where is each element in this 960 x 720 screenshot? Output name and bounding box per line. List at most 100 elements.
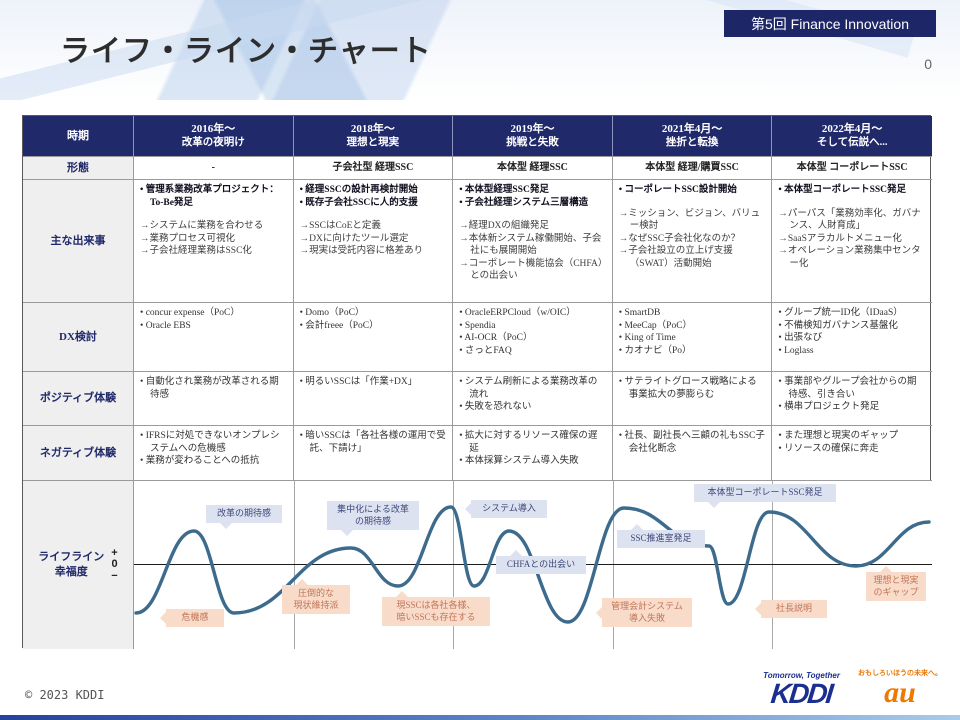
dx-item: グループ統一ID化（IDaaS） [778,307,926,320]
axis-zero-label: 0 [111,558,118,571]
dx-item: 出張なび [778,332,926,345]
event-arrow: →パーパス「業務効率化、ガバナンス、人財育成」 [778,208,921,232]
kddi-logo: KDDI [769,678,834,709]
slide-header: ライフ・ライン・チャート 第5回 Finance Innovation 0 [0,0,960,100]
event-bullet: 子会社経理システム三層構造 [459,197,606,210]
event-bullet-list: 本体型経理SSC発足子会社経理システム三層構造 [459,184,606,209]
lifeline-callout-negative: 管理会計システム 導入失敗 [596,598,692,628]
event-bullet: 既存子会社SSCに人的支援 [300,197,447,210]
event-arrow-list: →経理DXの組織発足 →本体新システム稼働開始、子会社にも展開開始 →コーポレート機… [459,220,606,283]
negative-item: 業務が変わることへの抵抗 [140,455,287,468]
positive-cell-2018: 明るいSSCは「作業+DX」 [293,372,454,426]
event-arrow-list: →システムに業務を合わせる →業務プロセス可視化 →子会社経理業務はSSC化 [140,220,287,258]
y-axis-marks: + 0 − [111,546,118,583]
lifeline-callout-positive: SSC推進室発足 [617,524,705,548]
kddi-tagline: Tomorrow, Together [763,671,840,680]
lifeline-callout-negative: 社長説明 [755,600,827,618]
lifeline-callout-negative: 現SSCは各社各様、 暗いSSCも存在する [382,590,490,627]
page-number: 0 [924,56,932,72]
copyright-text: © 2023 KDDI [25,688,105,702]
row-label-dx: DX検討 [23,303,134,372]
event-bullet: 管理系業務改革プロジェクト：To-Be発足 [140,184,287,209]
events-cell-2022: 本体型コーポレートSSC発足 →パーパス「業務効率化、ガバナンス、人財育成」→S… [772,180,932,303]
series-badge: 第5回 Finance Innovation [724,10,936,37]
lifeline-callout-positive: 集中化による改革 の期待感 [327,501,419,537]
keitai-cell-2019: 本体型 経理SSC [453,157,613,180]
negative-cell-2018: 暗いSSCは「各社各様の運用で受託、下請け」 [293,426,454,481]
negative-cell-2016: IFRSに対処できないオンプレシステムへの危機感業務が変わることへの抵抗 [134,426,294,481]
kddi-logo-block: Tomorrow, Together KDDI [763,671,840,709]
chart-gridline [453,481,455,649]
event-arrow: →子会社設立の立上げ支援（SWAT）活動開始 [618,246,733,269]
lifeline-chart-area: 改革の期待感 集中化による改革 の期待感 システム導入 CHFAとの出会い SSC推進室… [134,481,932,649]
row-label-keitai: 形態 [23,157,134,180]
positive-item: 明るいSSCは「作業+DX」 [300,376,447,389]
row-label-events: 主な出来事 [23,180,134,303]
dx-item: さっとFAQ [459,345,606,358]
event-bullet: 本体型経理SSC発足 [459,184,606,197]
positive-cell-2022: 事業部やグループ会社からの期待感、引き合い横串プロジェクト発足 [772,372,932,426]
negative-item: 暗いSSCは「各社各様の運用で受託、下請け」 [300,430,447,455]
negative-item: 本体採算システム導入失敗 [459,455,606,468]
events-cell-2018: 経理SSCの設計再検討開始既存子会社SSCに人的支援 →SSCはCoEと定義→D… [293,180,454,303]
positive-cell-2021: サテライトグロース戦略による事業拡大の夢膨らむ [612,372,773,426]
era-label: 2018年～ [350,122,395,135]
lifeline-callout-positive: 改革の期待感 [206,505,282,529]
negative-cell-2019: 拡大に対するリソース確保の遅延本体採算システム導入失敗 [453,426,613,481]
negative-cell-2021: 社長、副社長へ三顧の礼もSSC子会社化断念 [612,426,773,481]
era-label: 2021年4月～ [661,122,723,135]
dx-item: MeeCap（PoC） [619,320,766,333]
event-arrow: →DXに向けたツール選定 [299,233,409,244]
axis-plus-label: + [111,546,118,559]
positive-item: サテライトグロース戦略による事業拡大の夢膨らむ [619,376,766,401]
lifeline-label-line2: 幸福度 [54,566,88,578]
dx-cell-2022: グループ統一ID化（IDaaS）不備検知ガバナンス基盤化出張なびLoglass [772,303,932,372]
event-bullet-list: 管理系業務改革プロジェクト：To-Be発足 [140,184,287,209]
lifeline-curve-svg [134,505,931,624]
dx-item: Domo（PoC） [300,307,447,320]
corner-header-period: 時期 [23,116,134,157]
dx-item: カオナビ（Po） [619,345,766,358]
positive-item: システム刷新による業務改革の流れ [459,376,606,401]
event-arrow-list: →ミッション、ビジョン、バリュー検討 →なぜSSC子会社化なのか？ →子会社設立の立… [619,208,766,271]
lifeline-callout-positive: システム導入 [465,500,547,518]
event-bullet-list: 経理SSCの設計再検討開始既存子会社SSCに人的支援 [300,184,447,209]
event-arrow: →本体新システム稼働開始、子会社にも展開開始 [459,233,602,257]
dx-cell-2019: OracleERPCloud（w/OIC）SpendiaAI-OCR（PoC）さ… [453,303,613,372]
event-arrow: →業務プロセス可視化 [140,233,236,244]
negative-item: 拡大に対するリソース確保の遅延 [459,430,606,455]
event-arrow: →システムに業務を合わせる [140,221,264,232]
period-header-2019: 2019年～ 挑戦と失敗 [453,116,613,157]
event-arrow: →現実は受託内容に格差あり [299,246,424,257]
chart-gridline [293,481,295,649]
lifeline-label: ライフライン 幸福度 [38,550,104,580]
dx-item: Loglass [778,345,926,358]
lifeline-callout-positive: 本体型コーポレートSSC発足 [694,484,836,508]
positive-item: 事業部やグループ会社からの期待感、引き合い [778,376,926,401]
positive-cell-2019: システム刷新による業務改革の流れ失敗を恐れない [453,372,613,426]
dx-cell-2016: concur expense（PoC）Oracle EBS [134,303,294,372]
au-logo: au [884,676,916,709]
event-bullet: コーポレートSSC設計開始 [619,184,766,197]
period-header-2022: 2022年4月～ そして伝説へ... [772,116,932,157]
event-arrow-list: →SSCはCoEと定義 →DXに向けたツール選定 →現実は受託内容に格差あり [300,220,447,258]
keitai-cell-2021: 本体型 経理/購買SSC [612,157,773,180]
event-arrow: →SSCはCoEと定義 [299,221,381,232]
negative-item: また理想と現実のギャップ [778,430,926,443]
event-bullet: 経理SSCの設計再検討開始 [300,184,447,197]
event-arrow: →SaaSアラカルトメニュー化 [778,233,902,244]
positive-item: 横串プロジェクト発足 [778,401,926,414]
positive-item: 失敗を恐れない [459,401,606,414]
timeline-table: 時期 2016年～ 改革の夜明け 2018年～ 理想と現実 2019年～ 挑戦と… [22,115,932,649]
era-subtitle: 挫折と転換 [665,137,719,149]
era-subtitle: 改革の夜明け [181,137,245,149]
axis-minus-label: − [111,569,118,582]
dx-item: OracleERPCloud（w/OIC） [459,307,606,320]
events-cell-2021: コーポレートSSC設計開始 →ミッション、ビジョン、バリュー検討→なぜSSC子会… [612,180,773,303]
event-bullet-list: 本体型コーポレートSSC発足 [778,184,926,197]
event-arrow-list: →パーパス「業務効率化、ガバナンス、人財育成」 →SaaSアラカルトメニュー化 →オ… [778,208,926,271]
lifeline-label-line1: ライフライン [38,551,105,564]
dx-cell-2018: Domo（PoC）会計freee（PoC） [293,303,454,372]
event-arrow: →ミッション、ビジョン、バリュー検討 [618,208,761,232]
